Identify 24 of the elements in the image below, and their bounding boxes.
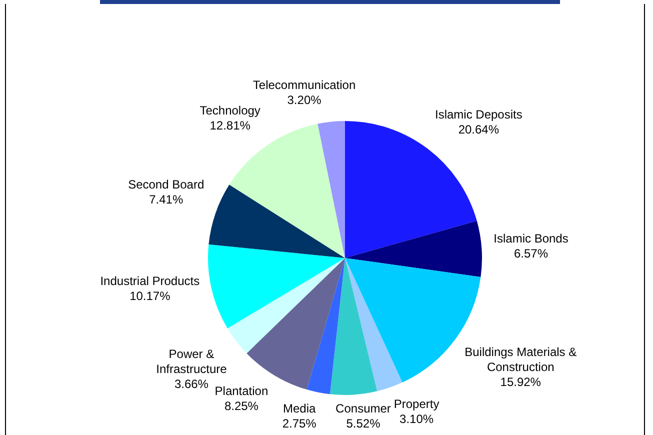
slice-label: Media (282, 401, 316, 416)
data-label: 3.20% (287, 93, 322, 108)
slice-label: Telecommunication (252, 78, 356, 92)
data-label: 3.66% (174, 377, 209, 392)
data-label: 10.17% (130, 288, 171, 303)
slice-label: Technology (200, 104, 260, 118)
data-label: 3.10% (400, 412, 434, 426)
slice-label: Plantation (214, 384, 268, 398)
data-label: 2.75% (282, 416, 317, 430)
slice-label: Islamic Deposits (434, 108, 522, 122)
data-label: 7.41% (149, 192, 184, 207)
slice-label: Islamic Bonds (494, 231, 568, 246)
slice-label: Buildings Materials & Construction (464, 345, 577, 374)
data-label: 6.57% (514, 246, 548, 260)
slice-label: Consumer (336, 401, 391, 416)
slice-label: Property (394, 397, 440, 412)
data-label: 8.25% (224, 398, 259, 413)
data-label: 20.64% (458, 122, 500, 137)
data-label: 5.52% (346, 416, 381, 430)
slice-label: Industrial Products (100, 274, 200, 288)
data-label: 12.81% (210, 118, 251, 133)
data-label: 15.92% (500, 375, 542, 390)
slice-label: Power & Infrastructure (156, 347, 228, 376)
slice-label: Second Board (128, 178, 204, 192)
